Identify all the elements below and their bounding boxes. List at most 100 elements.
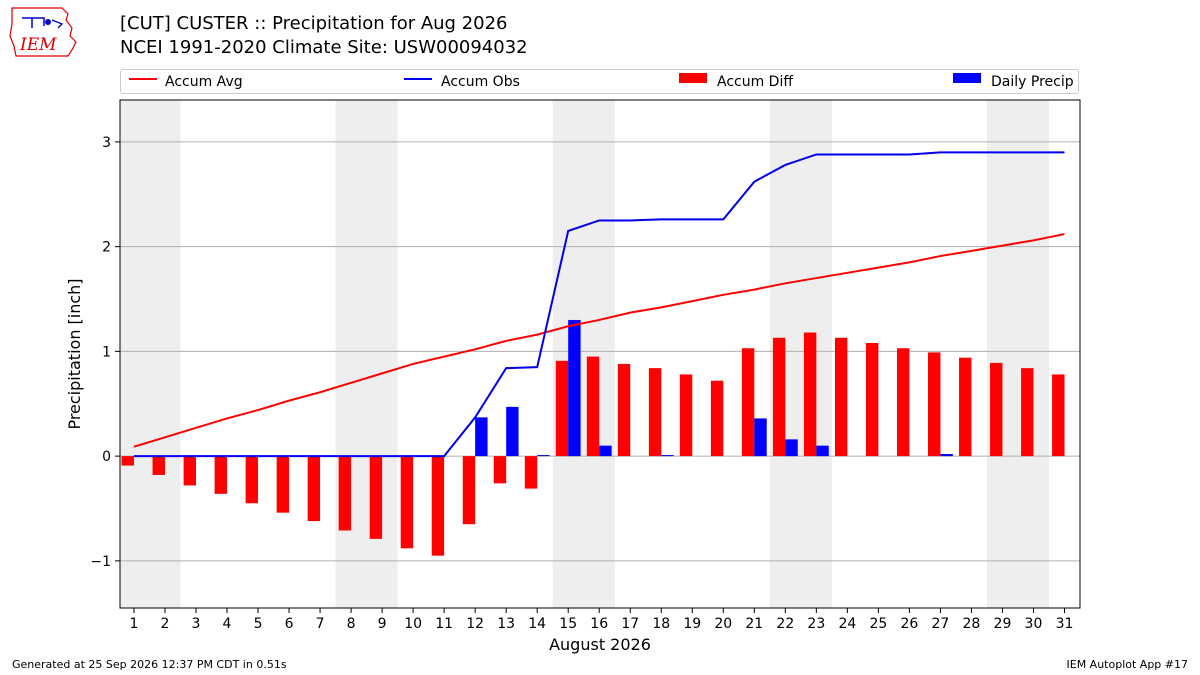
x-tick-label-14: 14 bbox=[528, 616, 546, 632]
title-line-2: NCEI 1991-2020 Climate Site: USW00094032 bbox=[120, 37, 528, 58]
accum-diff-bar-day-4 bbox=[214, 456, 228, 494]
daily-precip-bar-day-16 bbox=[599, 445, 612, 457]
weekend-shade-day-1 bbox=[120, 100, 150, 608]
chart-title: [CUT] CUSTER :: Precipitation for Aug 20… bbox=[120, 12, 528, 60]
plot-frame bbox=[119, 99, 1081, 609]
accum-diff-bar-day-31 bbox=[1052, 374, 1065, 457]
accum-diff-bar-day-5 bbox=[245, 456, 259, 504]
daily-precip-bar-day-18 bbox=[661, 455, 674, 457]
legend-label-accum-obs: Accum Obs bbox=[441, 74, 520, 90]
legend-swatch-accum-obs bbox=[404, 78, 432, 80]
accum-diff-bar-day-12 bbox=[462, 456, 476, 525]
x-tick-label-23: 23 bbox=[807, 616, 825, 632]
x-tick-label-31: 31 bbox=[1056, 616, 1074, 632]
accum-diff-bar-day-30 bbox=[1021, 368, 1034, 457]
accum-diff-bar-day-27 bbox=[928, 352, 941, 457]
x-tick-label-17: 17 bbox=[621, 616, 639, 632]
x-tick-label-30: 30 bbox=[1025, 616, 1043, 632]
accum-diff-bar-day-8 bbox=[338, 456, 352, 531]
x-tick-label-5: 5 bbox=[254, 616, 263, 632]
accum-diff-bar-day-9 bbox=[369, 456, 383, 539]
accum-diff-bar-day-23 bbox=[803, 332, 817, 457]
accum-diff-bar-day-22 bbox=[772, 337, 786, 457]
legend-swatch-daily-precip bbox=[953, 73, 981, 83]
x-tick-label-29: 29 bbox=[994, 616, 1012, 632]
weekend-shade-day-29 bbox=[986, 100, 1018, 608]
x-tick-label-6: 6 bbox=[285, 616, 294, 632]
x-tick-label-27: 27 bbox=[932, 616, 950, 632]
accum-diff-bar-day-7 bbox=[307, 456, 321, 522]
accum-diff-bar-day-1 bbox=[121, 456, 134, 466]
x-tick-label-24: 24 bbox=[838, 616, 856, 632]
accum-diff-bar-day-16 bbox=[586, 356, 600, 457]
x-tick-label-25: 25 bbox=[869, 616, 887, 632]
y-axis-label: Precipitation [inch] bbox=[65, 278, 84, 429]
accum-diff-bar-day-18 bbox=[648, 368, 662, 457]
x-tick-label-28: 28 bbox=[963, 616, 981, 632]
accum-diff-bar-day-14 bbox=[524, 456, 538, 489]
legend-swatch-accum-diff bbox=[679, 73, 707, 83]
x-tick-label-10: 10 bbox=[404, 616, 422, 632]
accum-diff-bar-day-21 bbox=[741, 348, 755, 457]
accum-diff-bar-day-20 bbox=[710, 380, 724, 457]
legend-label-accum-avg: Accum Avg bbox=[165, 74, 243, 90]
daily-precip-bar-day-15 bbox=[568, 319, 581, 457]
daily-precip-bar-day-14 bbox=[537, 455, 550, 457]
accum-diff-bar-day-28 bbox=[959, 357, 972, 457]
accum-diff-bar-day-13 bbox=[493, 456, 507, 484]
x-axis-label: August 2026 bbox=[549, 635, 651, 654]
weekend-shade-day-30 bbox=[1017, 100, 1049, 608]
iem-logo: IEM bbox=[9, 7, 77, 57]
title-line-1: [CUT] CUSTER :: Precipitation for Aug 20… bbox=[120, 13, 508, 34]
logo-text: IEM bbox=[19, 35, 57, 55]
accum-diff-bar-day-2 bbox=[152, 456, 165, 475]
legend-label-daily-precip: Daily Precip bbox=[991, 74, 1074, 90]
generated-timestamp: Generated at 25 Sep 2026 12:37 PM CDT in… bbox=[12, 658, 287, 671]
x-tick-label-18: 18 bbox=[652, 616, 670, 632]
accum-diff-bar-day-29 bbox=[990, 362, 1003, 457]
accum-diff-bar-day-10 bbox=[400, 456, 414, 549]
daily-precip-bar-day-23 bbox=[816, 445, 829, 457]
daily-precip-bar-day-22 bbox=[785, 439, 798, 457]
accum-diff-bar-day-15 bbox=[555, 360, 569, 457]
legend-label-accum-diff: Accum Diff bbox=[717, 74, 794, 90]
legend: Accum Avg Accum Obs Accum Diff Daily Pre… bbox=[120, 69, 1079, 94]
daily-precip-bar-day-13 bbox=[506, 406, 519, 457]
accum-diff-bar-day-17 bbox=[617, 363, 631, 457]
y-tick-label-0: 0 bbox=[102, 449, 111, 465]
accum-diff-bar-day-25 bbox=[865, 343, 879, 457]
legend-swatch-accum-avg bbox=[129, 78, 157, 80]
accum-avg-line bbox=[133, 233, 1065, 448]
x-tick-label-2: 2 bbox=[161, 616, 170, 632]
x-tick-label-4: 4 bbox=[223, 616, 232, 632]
accum-diff-bar-day-19 bbox=[679, 374, 693, 457]
x-tick-label-3: 3 bbox=[192, 616, 201, 632]
accum-diff-bar-day-6 bbox=[276, 456, 290, 513]
x-tick-label-12: 12 bbox=[466, 616, 484, 632]
accum-diff-bar-day-24 bbox=[834, 337, 848, 457]
x-tick-label-13: 13 bbox=[497, 616, 515, 632]
x-tick-label-7: 7 bbox=[316, 616, 325, 632]
x-tick-label-8: 8 bbox=[347, 616, 356, 632]
x-tick-label-20: 20 bbox=[714, 616, 732, 632]
weekend-shade-day-16 bbox=[583, 100, 615, 608]
x-tick-label-21: 21 bbox=[745, 616, 763, 632]
accum-obs-line bbox=[133, 151, 1065, 458]
accum-diff-bar-day-11 bbox=[431, 456, 445, 556]
x-tick-label-1: 1 bbox=[129, 616, 138, 632]
x-tick-label-19: 19 bbox=[683, 616, 701, 632]
x-tick-label-16: 16 bbox=[590, 616, 608, 632]
y-tick-label-1: 1 bbox=[102, 344, 111, 360]
y-tick-label-2: 2 bbox=[102, 240, 111, 256]
accum-diff-bar-day-26 bbox=[896, 348, 910, 457]
daily-precip-bar-day-12 bbox=[475, 417, 488, 457]
daily-precip-bar-day-27 bbox=[940, 454, 953, 457]
weekend-shade-day-2 bbox=[149, 100, 181, 608]
x-tick-label-22: 22 bbox=[776, 616, 794, 632]
x-tick-label-15: 15 bbox=[559, 616, 577, 632]
accum-diff-bar-day-3 bbox=[183, 456, 196, 486]
y-tick-label-3: 3 bbox=[102, 135, 111, 151]
x-tick-label-9: 9 bbox=[378, 616, 387, 632]
daily-precip-bar-day-21 bbox=[754, 418, 767, 457]
